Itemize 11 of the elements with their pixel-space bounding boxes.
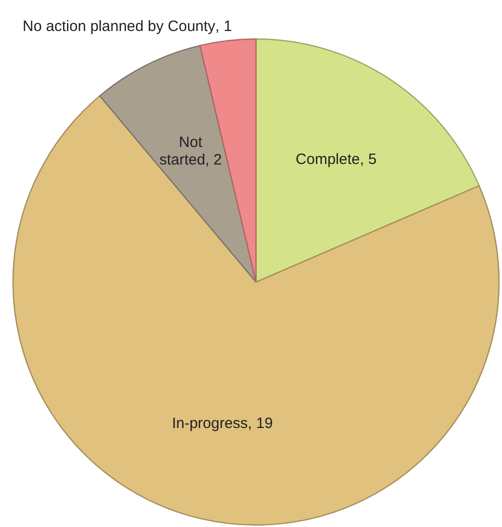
slice-label: No action planned by County [22,18,216,35]
data-label: , 1 [215,18,232,35]
slice-label: Complete [296,151,360,168]
slice-label: In-progress [172,414,248,432]
slice-label: Not started [159,134,206,168]
data-label: , 2 [205,151,222,168]
data-label: , 19 [248,414,273,432]
data-label: , 5 [360,151,377,168]
pie-slice [255,38,480,283]
pie-slice [12,95,500,526]
pie-slice [99,44,257,283]
